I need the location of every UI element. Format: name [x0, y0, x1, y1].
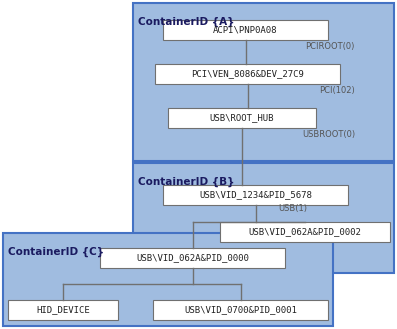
FancyBboxPatch shape — [133, 163, 394, 273]
FancyBboxPatch shape — [163, 185, 348, 205]
Text: ACPI\PNP0A08: ACPI\PNP0A08 — [213, 26, 278, 35]
Text: ContainerID {B}: ContainerID {B} — [138, 177, 235, 187]
FancyBboxPatch shape — [168, 108, 316, 128]
FancyBboxPatch shape — [133, 3, 394, 161]
Text: PCI\VEN_8086&DEV_27C9: PCI\VEN_8086&DEV_27C9 — [191, 69, 304, 79]
FancyBboxPatch shape — [163, 20, 328, 40]
Text: USBROOT(0): USBROOT(0) — [302, 130, 355, 139]
FancyBboxPatch shape — [155, 64, 340, 84]
Text: USB\VID_062A&PID_0002: USB\VID_062A&PID_0002 — [249, 227, 361, 237]
Text: USB(1): USB(1) — [278, 204, 307, 213]
FancyBboxPatch shape — [153, 300, 328, 320]
Text: ContainerID {A}: ContainerID {A} — [138, 17, 235, 27]
Text: HID_DEVICE: HID_DEVICE — [36, 306, 90, 315]
Text: ContainerID {C}: ContainerID {C} — [8, 247, 104, 257]
FancyBboxPatch shape — [100, 248, 285, 268]
Text: USB\VID_0700&PID_0001: USB\VID_0700&PID_0001 — [184, 306, 297, 315]
FancyBboxPatch shape — [220, 222, 390, 242]
Text: PCI(102): PCI(102) — [319, 86, 355, 94]
Text: USB\VID_1234&PID_5678: USB\VID_1234&PID_5678 — [199, 190, 312, 199]
FancyBboxPatch shape — [8, 300, 118, 320]
Text: USB\ROOT_HUB: USB\ROOT_HUB — [210, 114, 274, 122]
Text: USB\VID_062A&PID_0000: USB\VID_062A&PID_0000 — [136, 254, 249, 263]
FancyBboxPatch shape — [3, 233, 333, 326]
Text: PCIROOT(0): PCIROOT(0) — [306, 42, 355, 52]
